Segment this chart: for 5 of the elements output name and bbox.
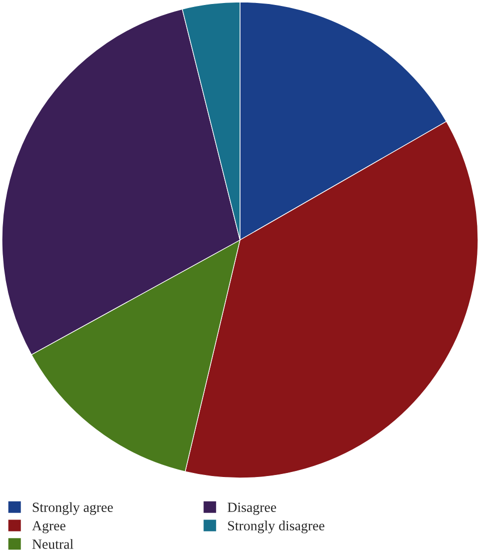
legend-label: Agree: [32, 521, 66, 534]
legend-label: Strongly disagree: [228, 520, 324, 534]
legend-label: Disagree: [228, 502, 276, 515]
legend-label: Neutral: [32, 539, 74, 549]
legend-label: Strongly agree: [32, 502, 113, 515]
